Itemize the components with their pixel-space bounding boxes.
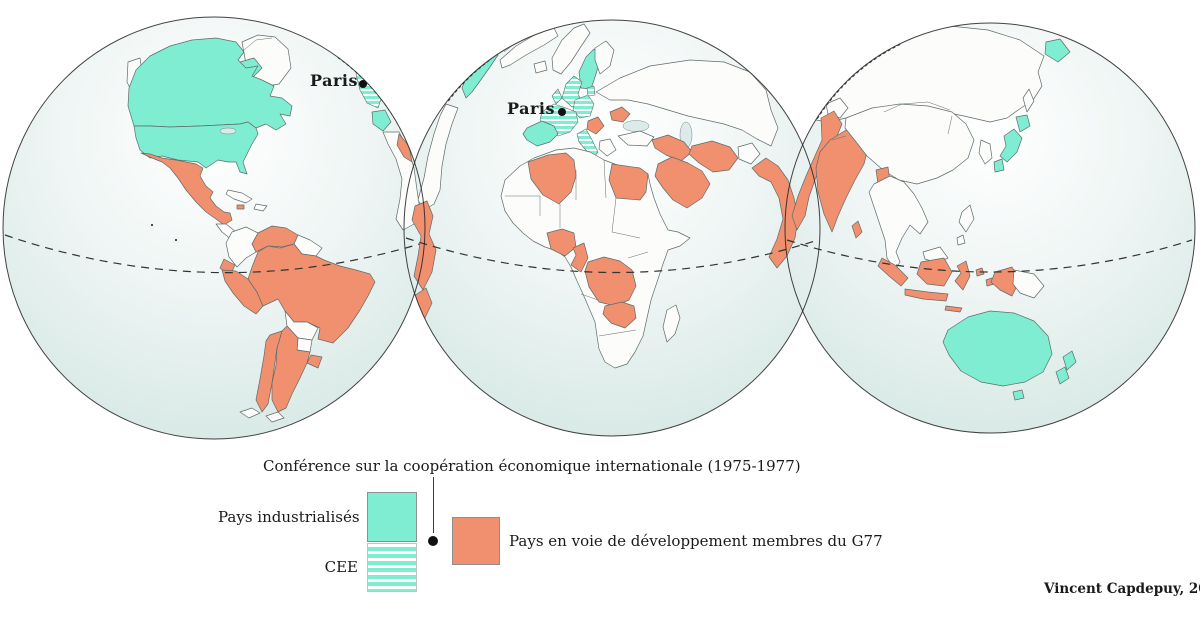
legend-connector-line — [433, 477, 434, 533]
attribution-credit: Vincent Capdepuy, 2023 — [1044, 581, 1200, 597]
paris-label-europe: Paris — [507, 99, 555, 118]
globe-americas-landmass — [4, 34, 424, 423]
paris-label-americas: Paris — [310, 71, 358, 90]
legend-swatch-industrialized — [367, 492, 417, 542]
legend-label-cee: CEE — [324, 558, 358, 576]
legend-swatch-g77 — [452, 517, 500, 565]
globe-outlines — [2, 16, 1196, 440]
legend-swatch-cee-hatched — [367, 543, 417, 592]
paris-marker-europe-globe — [558, 108, 566, 116]
legend-label-industrialized: Pays industrialisés — [218, 508, 360, 526]
legend-title: Conférence sur la coopération économique… — [263, 457, 801, 475]
legend-paris-dot-icon — [428, 536, 438, 546]
globe-europe-africa-landmass — [405, 23, 819, 369]
legend-label-g77: Pays en voie de développement membres du… — [509, 532, 883, 550]
paris-marker-americas-globe — [359, 80, 367, 88]
